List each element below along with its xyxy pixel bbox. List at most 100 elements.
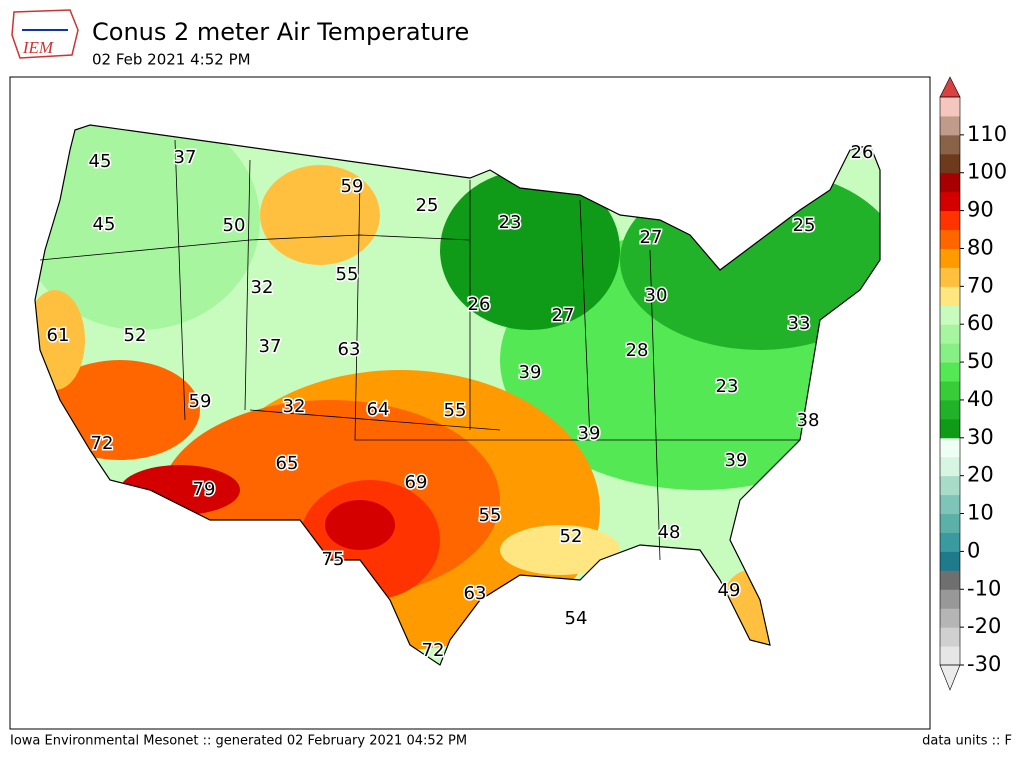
colorbar-segment (940, 608, 960, 628)
colorbar-tick-label: -20 (967, 614, 1001, 638)
title: Conus 2 meter Air Temperature (92, 18, 469, 46)
temperature-label: 26 (851, 142, 874, 163)
colorbar-segment (940, 437, 960, 458)
temperature-label: 79 (193, 479, 216, 500)
temperature-label: 52 (560, 526, 583, 547)
colorbar-tick-label: 90 (967, 198, 994, 222)
temperature-label: 55 (479, 505, 502, 526)
colorbar-segment (940, 399, 960, 420)
temperature-label: 61 (47, 325, 70, 346)
colorbar-tick-label: 80 (967, 235, 994, 259)
logo: IEM (11, 9, 79, 59)
colorbar-over (939, 76, 961, 98)
logo-text: IEM (22, 38, 54, 57)
temperature-label: 72 (422, 640, 445, 661)
colorbar-segment (940, 646, 960, 666)
colorbar-segment (940, 267, 960, 287)
us-outline (34, 124, 881, 666)
colorbar-segment (940, 324, 960, 344)
temperature-label: 65 (276, 453, 299, 474)
colorbar-segment (940, 513, 960, 533)
colorbar-segment (940, 343, 960, 363)
colorbar-under (939, 664, 961, 691)
colorbar-segment (940, 229, 960, 249)
temperature-label: 27 (552, 305, 575, 326)
temperature-label: 37 (259, 336, 282, 357)
state-lines (39, 139, 800, 561)
temperature-label: 28 (626, 340, 649, 361)
temperature-label: 38 (797, 410, 820, 431)
temperature-label: 55 (336, 264, 359, 285)
temperature-label: 39 (725, 450, 748, 471)
colorbar-segment (940, 286, 960, 306)
temperature-label: 52 (124, 325, 147, 346)
colorbar-segment (940, 494, 960, 515)
colorbar-segment (940, 115, 960, 136)
colorbar-tick-label: 50 (967, 349, 994, 373)
colorbar-segment (940, 191, 960, 212)
temperature-label: 23 (716, 376, 739, 397)
temperature-label: 59 (341, 176, 364, 197)
colorbar-segment (940, 97, 960, 117)
temperature-label: 64 (367, 399, 390, 420)
temperature-label: 32 (283, 396, 306, 417)
temperature-label: 33 (788, 313, 811, 334)
colorbar-segment (940, 589, 960, 609)
subtitle: 02 Feb 2021 4:52 PM (92, 51, 251, 69)
colorbar-tick-label: 100 (967, 160, 1007, 184)
temperature-label: 63 (338, 339, 361, 360)
colorbar-segment (940, 381, 960, 401)
colorbar-segment (940, 153, 960, 174)
footer-right: data units :: F (922, 734, 1012, 749)
temperature-label: 50 (223, 215, 246, 236)
colorbar-tick-label: -30 (967, 652, 1001, 676)
temperature-label: 49 (718, 580, 741, 601)
temperature-label: 25 (793, 215, 816, 236)
colorbar-segment (940, 475, 960, 496)
colorbar-segment (940, 532, 960, 552)
temperature-label: 32 (251, 277, 274, 298)
temperature-label: 69 (405, 472, 428, 493)
temperature-label: 39 (519, 362, 542, 383)
colorbar-segment (940, 172, 960, 193)
temperature-label: 54 (565, 608, 588, 629)
temperature-label: 75 (322, 549, 345, 570)
colorbar-tick-label: 110 (967, 122, 1007, 146)
colorbar-tick-label: 20 (967, 463, 994, 487)
temperature-label: 59 (189, 391, 212, 412)
temperature-label: 72 (91, 433, 114, 454)
temperature-label: 30 (645, 285, 668, 306)
colorbar-tick-label: 70 (967, 273, 994, 297)
colorbar-tick-label: -10 (967, 576, 1001, 600)
colorbar-segment (940, 551, 960, 571)
colorbar-segment (940, 362, 960, 382)
colorbar-tick-label: 10 (967, 501, 994, 525)
temperature-label: 23 (499, 212, 522, 233)
colorbar-tick-label: 0 (967, 538, 980, 562)
colorbar-segment (940, 456, 960, 477)
temperature-label: 37 (174, 147, 197, 168)
colorbar-tick-label: 30 (967, 425, 994, 449)
temperature-label: 55 (444, 400, 467, 421)
colorbar-segment (940, 305, 960, 325)
temperature-label: 25 (416, 195, 439, 216)
colorbar-frame (939, 96, 961, 666)
colorbar-segment (940, 248, 960, 268)
colorbar-tick-label: 60 (967, 311, 994, 335)
colorbar-segment (940, 134, 960, 155)
temperature-label: 39 (578, 423, 601, 444)
temperature-label: 48 (658, 522, 681, 543)
colorbar-segment (940, 627, 960, 647)
colorbar-segment (940, 570, 960, 590)
colorbar-tick-label: 40 (967, 387, 994, 411)
footer-left: Iowa Environmental Mesonet :: generated … (10, 734, 467, 749)
temperature-label: 63 (464, 583, 487, 604)
temperature-label: 45 (89, 151, 112, 172)
temperature-label: 26 (468, 294, 491, 315)
temperature-label: 45 (93, 214, 116, 235)
colorbar-segment (940, 210, 960, 231)
colorbar-segment (940, 418, 960, 439)
temperature-label: 27 (640, 227, 663, 248)
